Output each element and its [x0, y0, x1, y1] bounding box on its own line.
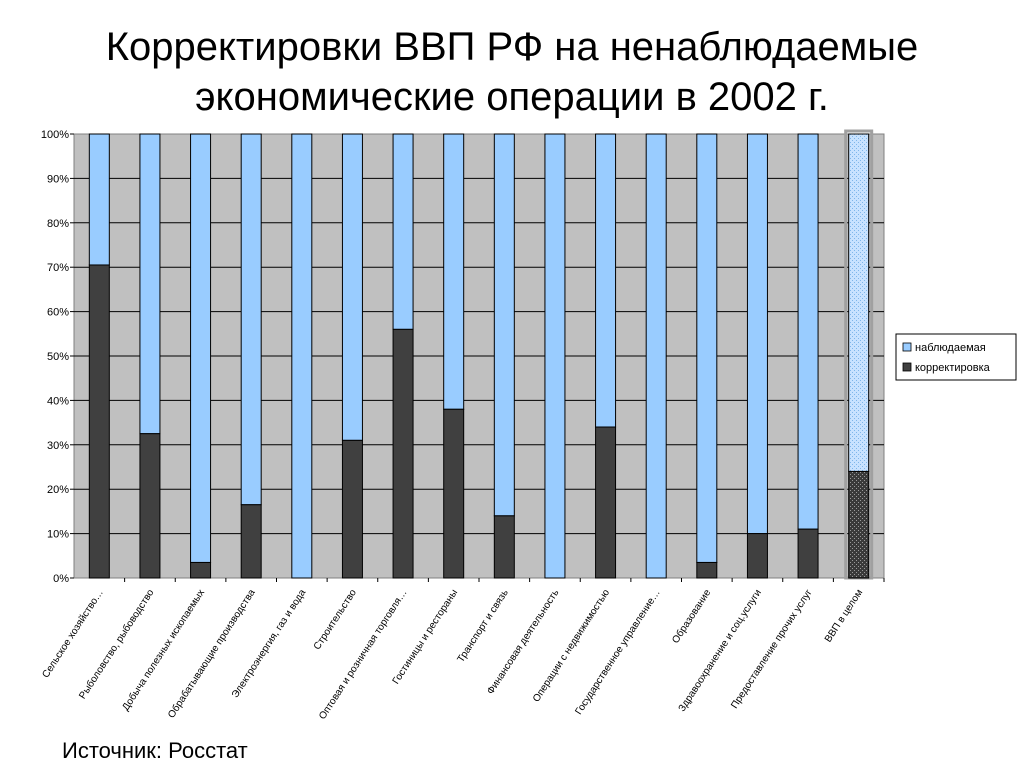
- bar-adjustment: [848, 470, 870, 579]
- bar-adjustment: [240, 504, 262, 579]
- bar-observed: [443, 133, 465, 410]
- legend-label-adjustment: корректировка: [915, 362, 991, 374]
- bar-adjustment: [595, 426, 617, 579]
- bar-adjustment: [190, 561, 212, 579]
- x-tick-label: Обрабатывающие производства: [165, 587, 258, 721]
- bar-adjustment: [797, 528, 819, 579]
- bar-observed: [696, 133, 718, 563]
- x-axis: Сельское хозяйство…Рыболовство, рыбоводс…: [40, 578, 885, 722]
- bar-observed: [848, 133, 870, 472]
- bar-observed: [595, 133, 617, 428]
- bars: [88, 129, 874, 580]
- legend-swatch-observed: [902, 342, 912, 352]
- y-tick-label: 80%: [47, 218, 69, 230]
- y-tick-label: 60%: [47, 307, 69, 319]
- bar-observed: [493, 133, 515, 517]
- x-tick-label: Транспорт и связь: [455, 588, 510, 665]
- bar-observed: [341, 133, 363, 441]
- y-tick-label: 20%: [47, 484, 69, 496]
- bar-adjustment: [88, 264, 110, 579]
- x-tick-label: Оптовая и розничная торговля…: [317, 588, 409, 722]
- bar-observed: [797, 133, 819, 530]
- bar-observed: [190, 133, 212, 563]
- x-tick-label: Государственное управление…: [573, 588, 662, 717]
- legend-label-observed: наблюдаемая: [915, 342, 986, 354]
- y-tick-label: 30%: [47, 440, 69, 452]
- slide-title: Корректировки ВВП РФ на ненаблюдаемые эк…: [0, 22, 1024, 122]
- bar-observed: [139, 133, 161, 435]
- legend: наблюдаемая корректировка: [895, 333, 1017, 381]
- x-tick-label: Образование: [670, 587, 714, 646]
- bar-adjustment: [392, 328, 414, 579]
- title-line-2: экономические операции в 2002 г.: [195, 75, 829, 119]
- bar-adjustment: [746, 533, 768, 579]
- y-tick-label: 10%: [47, 529, 69, 541]
- y-tick-label: 100%: [41, 129, 69, 141]
- bar-adjustment: [443, 408, 465, 579]
- bar-observed: [392, 133, 414, 330]
- bar-adjustment: [493, 515, 515, 579]
- bar-adjustment: [341, 439, 363, 579]
- y-tick-label: 40%: [47, 395, 69, 407]
- x-tick-label: Здравоохранение и соц.услуги: [677, 588, 764, 714]
- y-tick-label: 50%: [47, 351, 69, 363]
- source-note: Источник: Росстат: [62, 738, 248, 763]
- x-tick-label: Добыча полезных ископаемых: [120, 587, 207, 713]
- bar-adjustment: [139, 433, 161, 579]
- y-tick-label: 70%: [47, 262, 69, 274]
- x-tick-label: Строительство: [312, 587, 359, 652]
- bar-observed: [544, 133, 566, 579]
- bar-observed: [291, 133, 313, 579]
- legend-box: [895, 333, 1017, 381]
- y-tick-label: 90%: [47, 173, 69, 185]
- x-tick-label: ВВП в целом: [823, 588, 865, 645]
- title-line-1: Корректировки ВВП РФ на ненаблюдаемые: [105, 25, 919, 69]
- bar-observed: [240, 133, 262, 506]
- bar-adjustment: [696, 561, 718, 579]
- y-tick-label: 0%: [53, 573, 69, 585]
- bar-observed: [88, 133, 110, 266]
- y-axis: 0% 10% 20% 30% 40% 50% 60% 70% 80% 90% 100%: [41, 129, 74, 585]
- bar-observed: [645, 133, 667, 579]
- legend-swatch-adjustment: [902, 362, 912, 372]
- bar-observed: [746, 133, 768, 535]
